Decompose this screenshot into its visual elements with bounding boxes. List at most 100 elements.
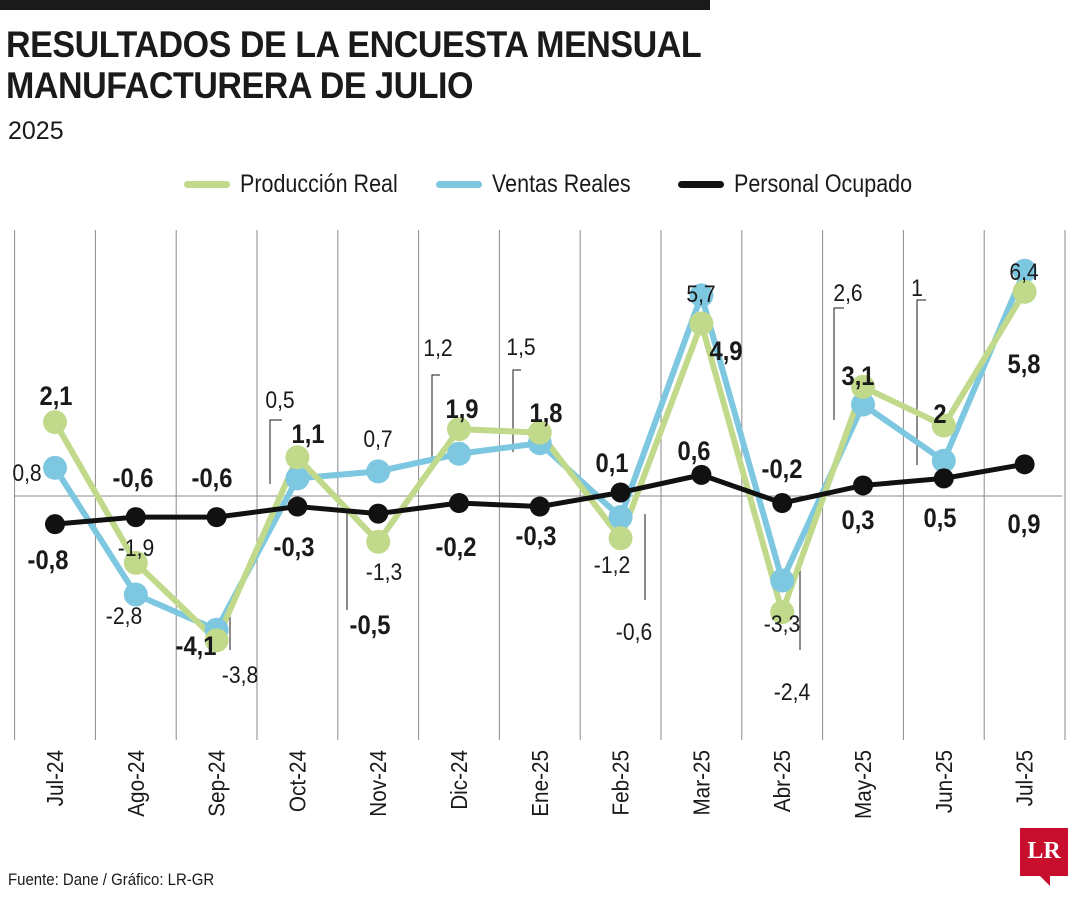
lr-logo-text: LR [1027,838,1061,864]
callout-leader-line [431,374,440,460]
data-point-personal [933,468,954,489]
data-point-produccion [851,374,875,399]
legend-swatch-ventas [436,180,482,188]
data-point-personal [125,507,146,528]
top-rule [0,0,710,10]
data-point-personal [691,464,712,485]
data-label-produccion: 1,1 [291,420,324,450]
data-point-produccion [931,413,956,438]
legend-item-ventas: Ventas Reales [436,166,653,202]
data-point-produccion [447,417,471,442]
legend-item-personal: Personal Ocupado [678,166,941,202]
x-tick-label: Ene-25 [527,750,553,817]
data-label-personal: -0,2 [436,533,477,563]
data-point-personal [529,496,550,517]
data-label-ventas: 1,5 [506,334,535,361]
data-label-ventas: -0,6 [616,619,652,646]
data-point-ventas [1012,258,1037,283]
x-tick-label: May-25 [850,750,876,819]
data-label-ventas: 2,6 [833,280,862,307]
x-tick-label: Feb-25 [608,750,634,816]
data-label-produccion: -1,3 [366,559,402,586]
data-point-produccion [43,410,67,435]
data-label-ventas: 0,5 [265,387,294,414]
data-point-produccion [527,420,552,445]
data-label-produccion: 5,8 [1007,350,1040,380]
data-label-ventas: -3,8 [222,662,258,689]
data-label-ventas: -2,4 [774,679,810,706]
data-point-ventas [285,466,310,491]
data-label-produccion: 1,9 [445,395,478,425]
data-point-ventas [366,459,391,484]
data-point-produccion [689,311,714,336]
data-point-personal [206,507,227,528]
chart-subtitle: 2025 [8,117,64,145]
legend-label-produccion: Producción Real [240,169,398,198]
data-point-ventas [689,283,714,308]
data-point-personal [449,493,469,514]
data-point-ventas [123,582,148,607]
x-tick-label: Jul-25 [1012,750,1038,806]
data-label-produccion: 4,9 [709,337,742,367]
data-point-produccion [608,526,633,551]
data-label-ventas: 0,7 [363,426,392,453]
legend-label-ventas: Ventas Reales [492,169,631,198]
source-note: Fuente: Dane / Gráfico: LR-GR [8,870,215,889]
x-tick-label: Nov-24 [365,750,391,817]
data-label-personal: -0,3 [274,533,315,563]
data-label-produccion: 2 [933,400,946,430]
data-label-personal: -0,5 [350,611,391,641]
chart-title: RESULTADOS DE LA ENCUESTA MENSUAL MANUFA… [6,24,705,106]
x-tick-label: Dic-24 [446,750,472,810]
data-label-ventas: 0,8 [12,460,41,487]
data-label-ventas: -2,8 [106,603,142,630]
data-label-produccion: 1,8 [529,399,562,429]
data-label-ventas: 1 [911,275,923,302]
data-label-produccion: -4,1 [176,632,217,662]
data-point-ventas [608,505,633,530]
data-point-personal [610,482,631,503]
data-point-produccion [123,550,148,575]
data-label-personal: 0,3 [841,506,874,536]
chart-legend: Producción Real Ventas Reales Personal O… [0,166,1080,202]
callout-leader-line [269,419,282,484]
data-point-produccion [204,628,229,653]
data-point-ventas [770,568,795,593]
data-label-produccion: 2,1 [39,382,72,412]
x-tick-label: Oct-24 [284,750,310,812]
data-label-produccion: -1,9 [118,535,154,562]
x-tick-label: Sep-24 [204,750,230,817]
data-label-personal: -0,6 [192,464,233,494]
data-point-produccion [770,600,795,625]
x-tick-label: Jul-24 [42,750,68,806]
x-tick-label: Ago-24 [123,750,149,817]
lr-logo: LR [1020,828,1068,886]
legend-swatch-personal [678,180,724,188]
data-point-personal [772,493,793,514]
data-label-personal: 0,5 [923,504,956,534]
data-label-personal: -0,3 [516,522,557,552]
data-point-produccion [285,445,310,470]
data-point-ventas [43,455,67,480]
x-tick-label: Mar-25 [688,750,714,816]
data-point-personal [287,496,308,517]
data-label-produccion: -1,2 [594,552,630,579]
data-point-personal [368,503,389,524]
data-point-personal [853,475,873,496]
data-label-personal: 0,9 [1007,510,1040,540]
data-label-ventas: 5,7 [686,281,715,308]
data-label-personal: -0,2 [762,455,803,485]
x-tick-label: Jun-25 [931,750,957,813]
legend-item-produccion: Producción Real [184,166,423,202]
data-point-ventas [851,392,875,417]
x-tick-label: Abr-25 [769,750,795,812]
data-label-ventas: 1,2 [423,335,452,362]
data-label-produccion: -3,3 [764,611,800,638]
data-point-ventas [931,448,956,473]
data-point-personal [1014,454,1035,475]
callout-leader-line [512,369,521,452]
legend-label-personal: Personal Ocupado [734,169,913,198]
data-point-ventas [447,441,471,466]
data-label-personal: 0,6 [677,437,710,467]
